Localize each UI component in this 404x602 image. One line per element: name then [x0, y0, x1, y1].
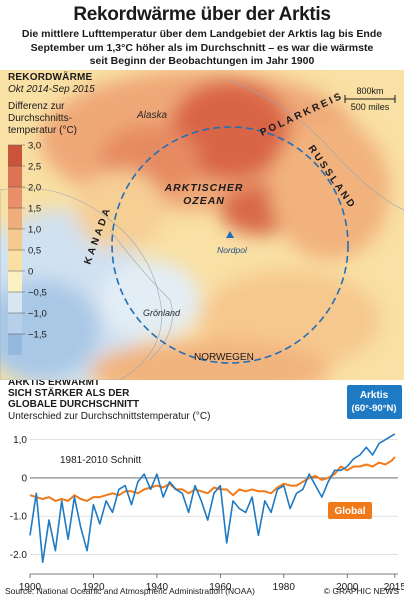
legend-tick-label: 2,0: [28, 183, 41, 194]
temperature-line-chart: ARKTIS ERWÄRMT SICH STÄRKER ALS DER GLOB…: [8, 380, 404, 593]
legend-tick-label: 0: [28, 267, 33, 278]
page-title: Rekordwärme über der Arktis: [73, 4, 331, 25]
intro-line: Die mittlere Lufttemperatur über dem Lan…: [21, 28, 383, 40]
intro-line: September um 1,3°C höher als im Durchsch…: [30, 41, 374, 54]
label-nordpol: Nordpol: [217, 245, 248, 255]
label-ocean-line2: OZEAN: [183, 195, 225, 207]
anomaly-field: [0, 70, 390, 380]
legend-swatch: [8, 292, 22, 313]
chart-title-line: ARKTIS ERWÄRMT: [8, 380, 100, 388]
map-section-title: REKORDWÄRME: [8, 70, 93, 83]
scale-km: 800km: [356, 86, 383, 96]
legend-tick-label: −1,0: [28, 309, 47, 320]
legend-swatch: [8, 334, 22, 355]
global-label-box: [328, 502, 372, 519]
x-tick-label: 1940: [146, 582, 169, 593]
legend-swatch: [8, 313, 22, 334]
legend-tick-label: −0,5: [28, 288, 47, 299]
credit: © GRAPHIC NEWS: [323, 586, 399, 596]
label-norwegen: NORWEGEN: [194, 352, 254, 363]
chart-subtitle: Unterschied zur Durchschnittstemperatur …: [8, 411, 210, 422]
baseline-label: 1981-2010 Schnitt: [60, 455, 141, 466]
map-period: Okt 2014-Sep 2015: [8, 84, 95, 95]
x-axis: 1900 1920 1940 1960 1980 2000 2015: [19, 573, 404, 593]
legend-title-line: Durchschnitts-: [8, 113, 72, 124]
coastline: [0, 187, 162, 380]
source-note: Source: National Oceanic and Atmospheric…: [5, 586, 255, 596]
legend-tick-label: −1,5: [28, 330, 47, 341]
legend-tick-label: 1,5: [28, 204, 41, 215]
chart-series: [29, 433, 396, 563]
x-tick-label: 1980: [273, 582, 296, 593]
x-tick-label: 2000: [336, 582, 359, 593]
legend-tick-label: 2,5: [28, 162, 41, 173]
series-line-arktis: [29, 433, 396, 563]
legend-tick-label: 3,0: [28, 141, 41, 152]
legend-swatch: [8, 250, 22, 271]
arktis-label-line2: (60°-90°N): [351, 403, 396, 414]
scale-miles: 500 miles: [351, 102, 390, 112]
y-tick-label: 1,0: [13, 435, 27, 446]
label-ocean-line1: ARKTISCHER: [164, 182, 244, 194]
color-legend: 3,0 2,5 2,0 1,5 1,0 0,5 0 −0,5 −1,0 −1,5: [8, 141, 47, 355]
x-tick-label: 1900: [19, 582, 42, 593]
legend-swatch: [8, 271, 22, 292]
intro-text: Die mittlere Lufttemperatur über dem Lan…: [6, 28, 398, 69]
intro-line: seit Beginn der Beobachtungen im Jahr 19…: [89, 55, 315, 67]
x-tick-label: 2015: [384, 582, 404, 593]
legend-tick-label: 0,5: [28, 246, 41, 257]
x-tick-label: 1960: [209, 582, 232, 593]
legend-swatch: [8, 145, 22, 166]
arktis-label-line1: Arktis: [360, 390, 389, 401]
y-axis: 1,0 0 -1.0 -2.0: [10, 435, 28, 561]
arctic-temperature-map: REKORDWÄRME Okt 2014-Sep 2015 Differenz …: [0, 70, 404, 380]
legend-swatch: [8, 187, 22, 208]
coastline: [109, 229, 173, 361]
legend-swatch: [8, 229, 22, 250]
chart-title-line: GLOBALE DURCHSCHNITT: [8, 399, 139, 410]
legend-title-line: temperatur (°C): [8, 125, 77, 136]
y-tick-label: -2.0: [10, 550, 28, 561]
legend-tick-label: 1,0: [28, 225, 41, 236]
legend-swatch: [8, 166, 22, 187]
arctic-circle-line: [111, 126, 349, 364]
legend-swatch: [8, 208, 22, 229]
series-line-global: [29, 456, 396, 502]
chart-title-line: SICH STÄRKER ALS DER: [8, 386, 130, 399]
north-pole-marker: [226, 231, 234, 238]
legend-title-line: Differenz zur: [8, 101, 65, 112]
label-groenland: Grönland: [143, 308, 181, 318]
x-tick-label: 1920: [82, 582, 105, 593]
global-label: Global: [334, 506, 365, 517]
coastline: [229, 79, 404, 211]
label-alaska: Alaska: [136, 110, 167, 121]
y-tick-label: 0: [21, 473, 27, 484]
y-tick-label: -1.0: [10, 512, 28, 523]
arktis-label-box: [347, 385, 402, 419]
